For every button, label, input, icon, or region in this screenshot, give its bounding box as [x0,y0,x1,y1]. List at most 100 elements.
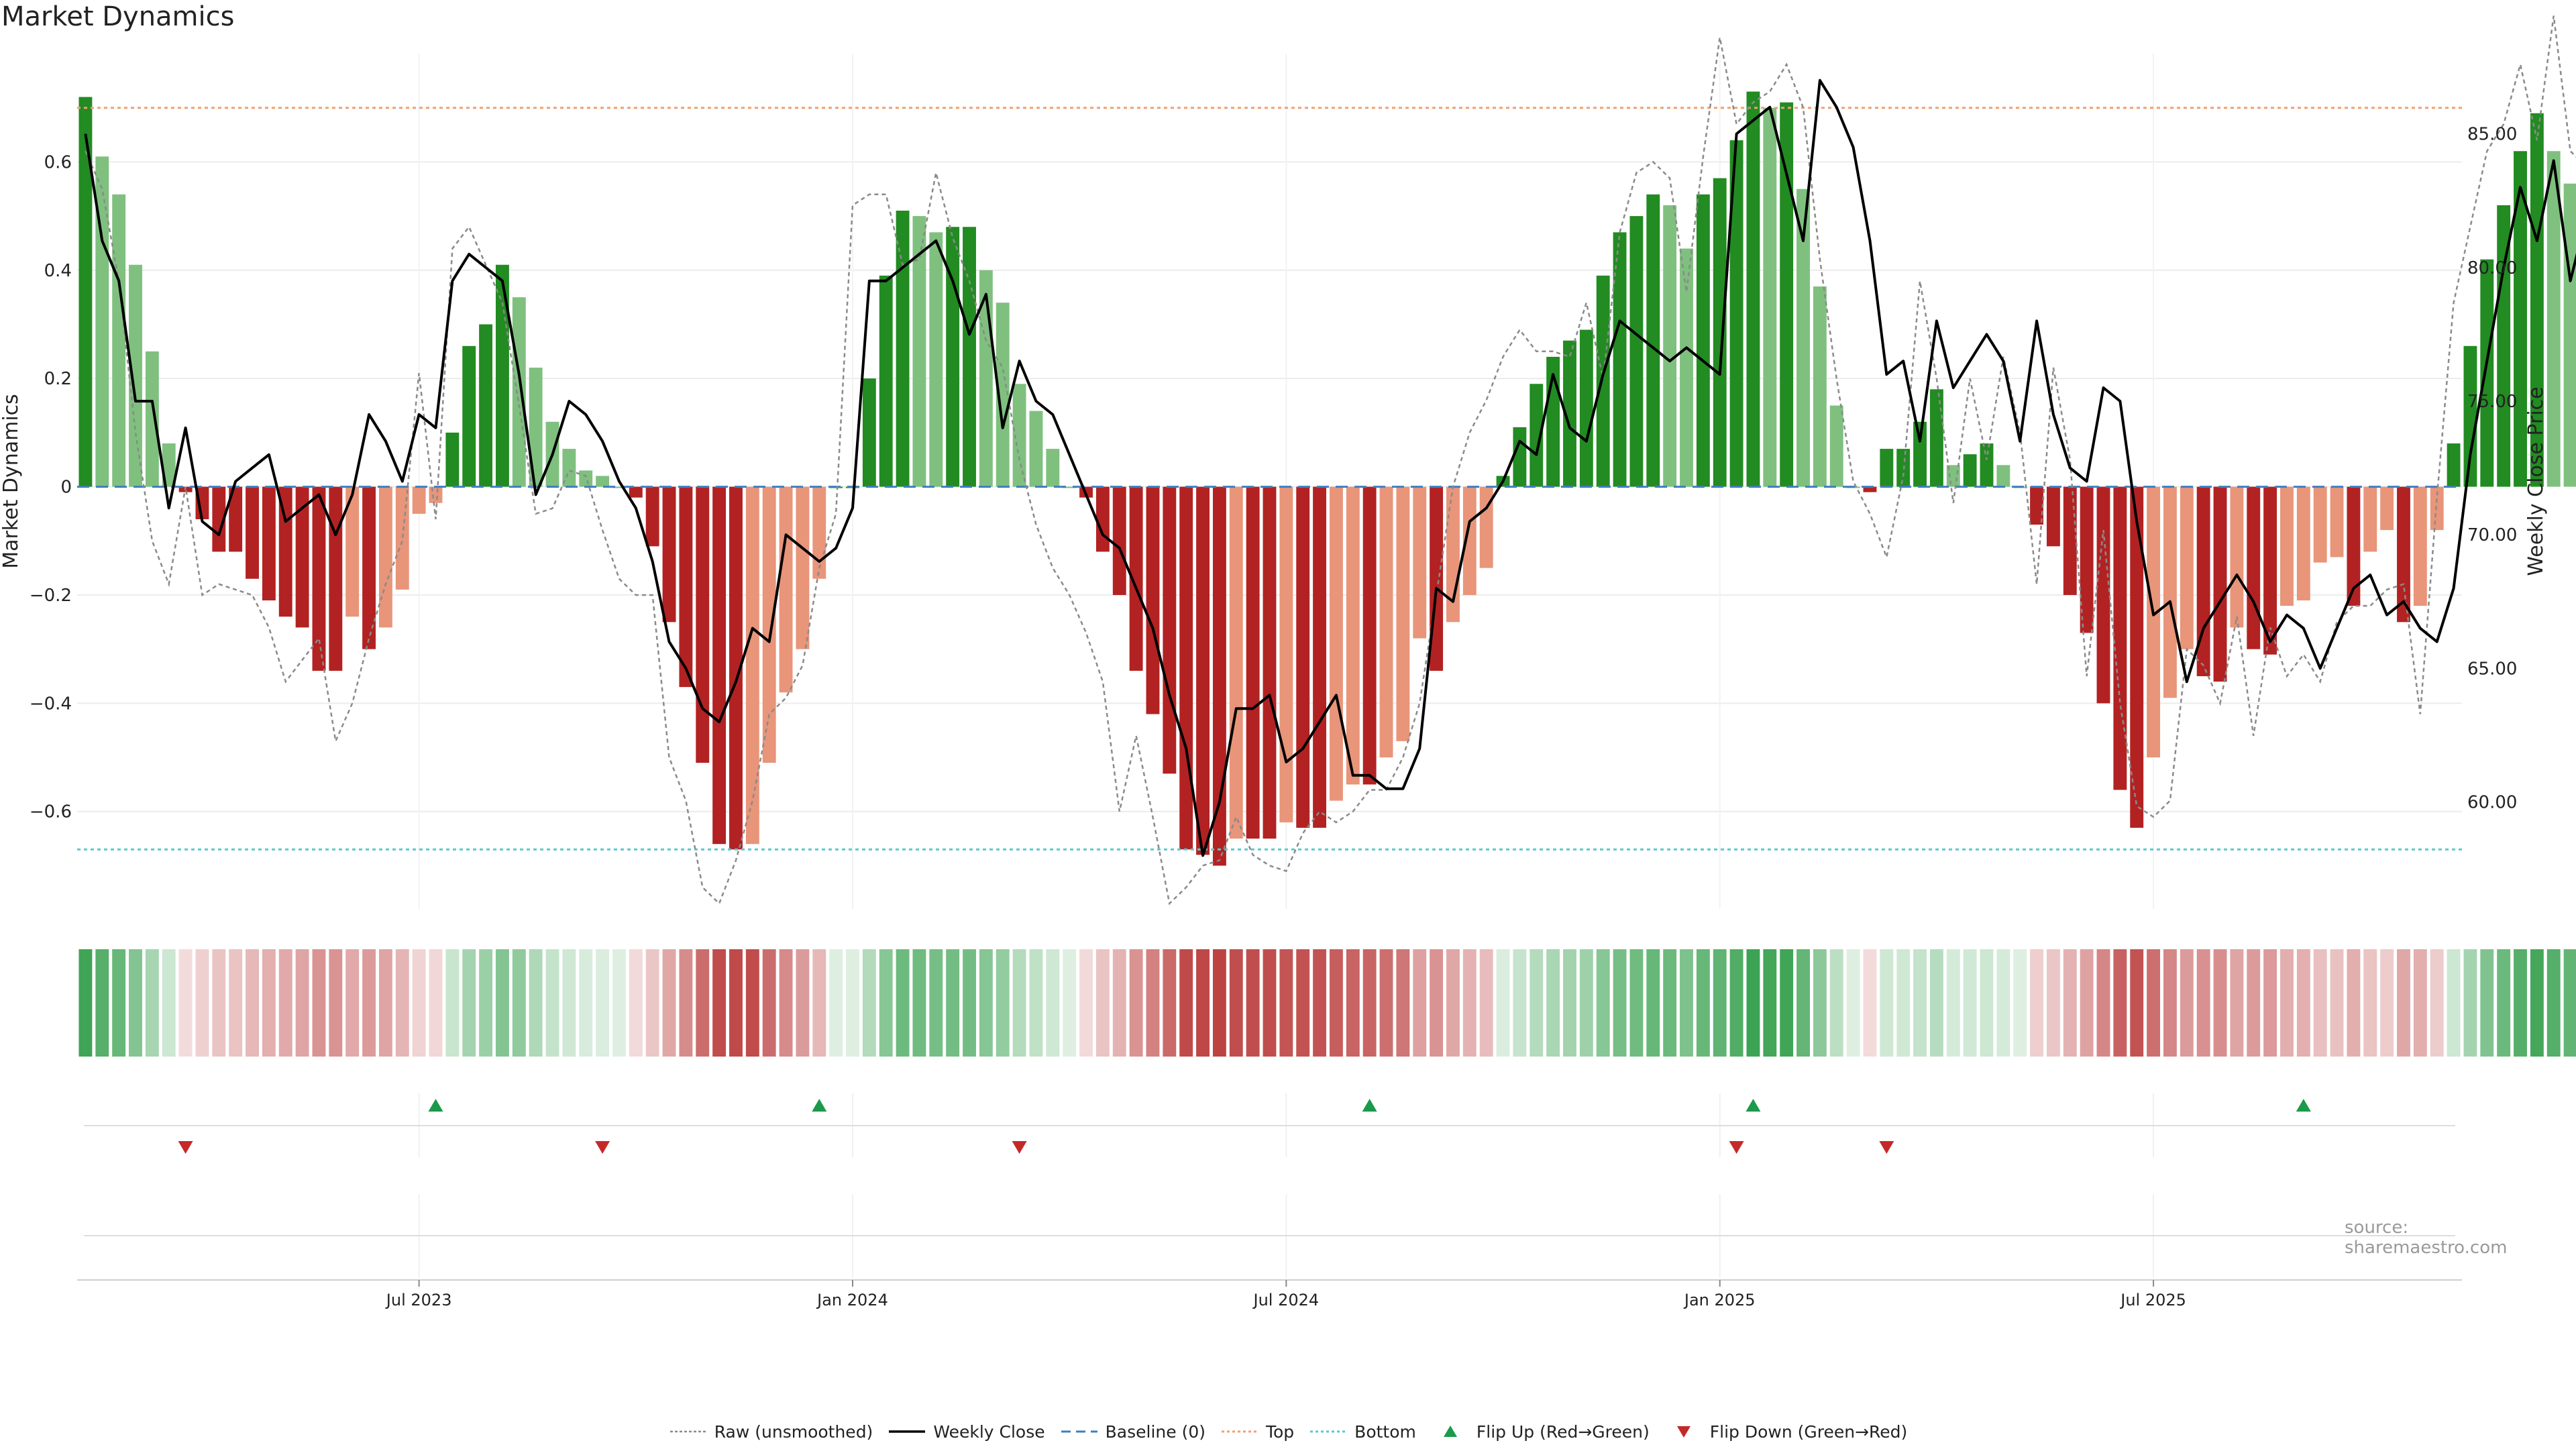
legend-item-raw: Raw (unsmoothed) [669,1422,873,1442]
heat-cell [2380,949,2394,1057]
heat-cell [946,949,960,1057]
y-tick-label: −0.4 [30,694,72,714]
heat-cell [312,949,326,1057]
heat-cell [429,949,443,1057]
bar [1196,486,1210,855]
legend-item-bottom: Bottom [1309,1422,1416,1442]
heat-cell [1430,949,1444,1057]
heat-cell [2196,949,2210,1057]
heat-cell [1346,949,1360,1057]
x-tick-label: Jan 2025 [1683,1291,1756,1309]
heat-cell [1729,949,1743,1057]
heat-cell [2330,949,2344,1057]
heat-cell [1479,949,1493,1057]
heat-cell [796,949,810,1057]
bar [1763,107,1777,487]
bar [996,303,1010,487]
heat-strip [78,949,2576,1057]
heat-cell [1379,949,1393,1057]
heat-cell [2247,949,2261,1057]
heat-cell [779,949,793,1057]
heat-cell [1513,949,1527,1057]
bar [1629,216,1644,487]
y-tick-label: 0.4 [44,261,72,281]
flip-down-marker [1012,1141,1027,1154]
heat-cell [1663,949,1677,1057]
axis-labels: 0.6 0.4 0.2 0 −0.2 −0.4 −0.6 85.00 80.00 75.00 70.… [0,125,2548,822]
heat-cell [1229,949,1243,1057]
bar [1780,102,1794,487]
baseline-legend-icon [1061,1430,1097,1433]
bar [1863,486,1877,492]
bar [862,378,876,487]
bar [1596,275,1610,487]
bar [1880,449,1894,487]
bar [2380,486,2394,531]
y2-axis-label: Weekly Close Price [2524,386,2548,576]
heat-cell [629,949,643,1057]
heat-cell [2213,949,2227,1057]
heat-cell [712,949,727,1057]
bar [1563,340,1576,487]
legend-item-top: Top [1220,1422,1294,1442]
heat-cell [846,949,859,1057]
raw-unsmoothed-line [85,15,2576,906]
y-tick-label: 0 [60,478,72,498]
heat-cell [2397,949,2410,1057]
heat-cell [645,949,659,1057]
heat-cell [1079,949,1093,1057]
heat-cell [2280,949,2294,1057]
bar [1963,454,1977,487]
heat-cell [229,949,243,1057]
heat-cell [2413,949,2427,1057]
heat-cell [963,949,976,1057]
bar [2163,486,2177,698]
bar [479,324,493,487]
bar [1680,248,1693,487]
bar [1112,486,1126,595]
bar [1296,486,1310,828]
heat-cell [996,949,1010,1057]
heat-cell [112,949,126,1057]
raw-legend-icon [669,1430,706,1433]
bar [2130,486,2144,828]
heat-cell [329,949,343,1057]
bar [796,486,810,649]
y2-tick-label: 80.00 [2467,258,2517,278]
heat-cell [1529,949,1544,1057]
heat-cell [1163,949,1177,1057]
heat-cell [1446,949,1460,1057]
y-tick-label: −0.6 [30,802,72,822]
heat-cell [896,949,910,1057]
bar [345,486,360,617]
heat-cell [162,949,176,1057]
bar [1396,486,1410,741]
heat-cell [2030,949,2044,1057]
legend-item-close: Weekly Close [888,1422,1045,1442]
bar [1279,486,1293,822]
heat-cell [1029,949,1043,1057]
bar [1246,486,1260,839]
heat-cell [2530,949,2544,1057]
bar [562,449,576,487]
heat-cell [529,949,543,1057]
bar [1696,194,1710,487]
y2-tick-label: 75.00 [2467,392,2517,412]
y-tick-label: 0.2 [44,369,72,389]
heat-cell [812,949,826,1057]
bar [1513,427,1527,487]
heat-cell [1596,949,1610,1057]
heat-cell [395,949,409,1057]
heat-cell [1846,949,1860,1057]
heat-cell [95,949,109,1057]
y-axis-label: Market Dynamics [0,394,23,569]
heat-cell [1313,949,1327,1057]
heat-cell [2230,949,2244,1057]
bar [2430,486,2444,531]
legend-label: Flip Down (Green→Red) [1709,1421,1908,1442]
bar [629,486,643,498]
x-tick-label: Jul 2024 [1252,1291,1320,1309]
bar [1579,329,1593,487]
heat-cell [596,949,610,1057]
bar [112,194,126,487]
